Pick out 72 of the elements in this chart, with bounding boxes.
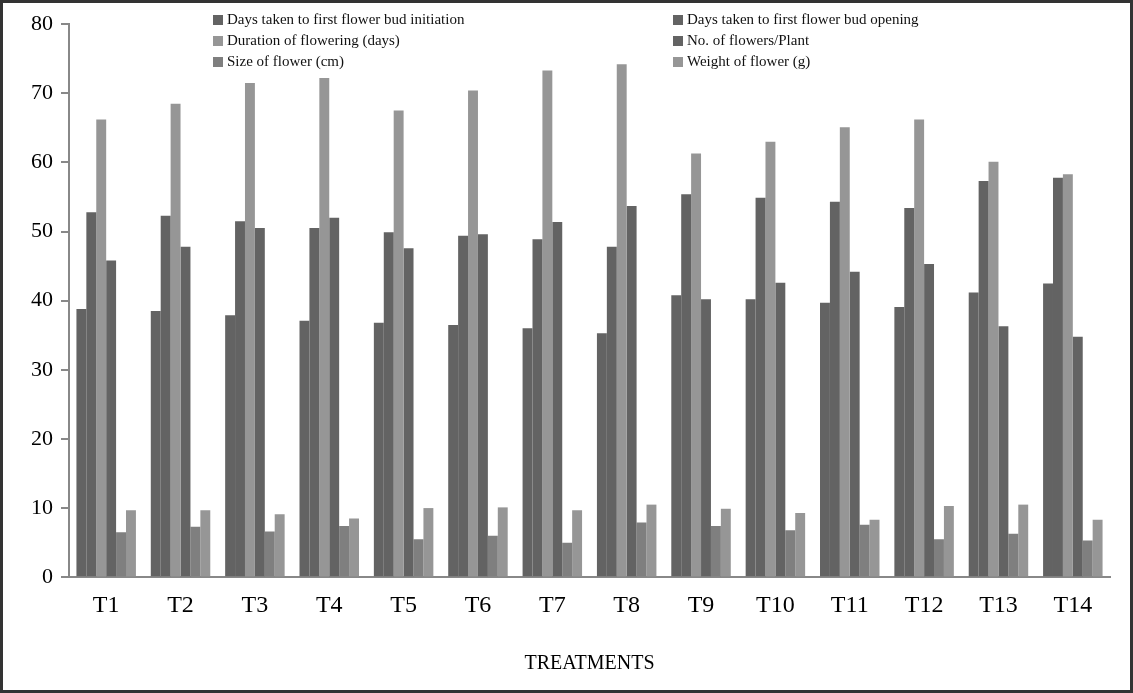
bar xyxy=(924,264,935,577)
bar xyxy=(720,508,731,577)
x-tick-label: T1 xyxy=(92,590,120,617)
bar xyxy=(616,64,627,577)
y-tick-label: 0 xyxy=(42,562,53,588)
x-tick-label: T6 xyxy=(464,590,492,617)
x-tick-label: T4 xyxy=(315,590,343,617)
legend-label: Size of flower (cm) xyxy=(227,53,345,70)
x-tick-label: T12 xyxy=(904,590,944,617)
bar xyxy=(1018,504,1029,577)
y-tick-label: 60 xyxy=(31,148,53,174)
bar xyxy=(200,510,211,577)
legend-label: Days taken to first flower bud initiation xyxy=(227,11,465,28)
legend-label: No. of flowers/Plant xyxy=(687,32,810,49)
bar xyxy=(274,514,285,577)
bar xyxy=(126,510,136,577)
legend-label: Duration of flowering (days) xyxy=(227,32,400,49)
bar xyxy=(497,507,508,577)
bar xyxy=(1072,336,1083,577)
bar xyxy=(477,234,488,577)
bar xyxy=(349,518,359,577)
bar xyxy=(393,110,404,577)
y-tick-label: 10 xyxy=(31,493,53,519)
bar xyxy=(403,248,414,577)
y-tick-label: 80 xyxy=(31,9,53,35)
bar xyxy=(423,508,434,577)
bar xyxy=(468,90,478,577)
bar xyxy=(765,141,776,577)
x-axis-title: TREATMENTS xyxy=(524,651,655,674)
x-tick-label: T10 xyxy=(756,590,795,617)
x-tick-label: T11 xyxy=(830,590,869,617)
bar xyxy=(170,103,181,577)
bar xyxy=(998,326,1009,577)
y-tick-label: 30 xyxy=(31,355,53,381)
bar xyxy=(701,299,711,577)
y-tick-label: 40 xyxy=(31,286,53,312)
bar xyxy=(572,510,583,577)
bar xyxy=(244,82,255,577)
x-tick-label: T2 xyxy=(167,590,194,617)
bar xyxy=(542,70,553,577)
x-tick-label: T3 xyxy=(241,590,269,617)
bar xyxy=(943,506,954,577)
x-tick-label: T5 xyxy=(390,590,417,617)
bar xyxy=(106,260,117,577)
x-tick-label: T9 xyxy=(687,590,715,617)
bar xyxy=(626,206,637,577)
bar xyxy=(254,228,265,577)
bar xyxy=(1092,519,1103,577)
legend-label: Weight of flower (g) xyxy=(687,53,811,70)
bar xyxy=(1062,174,1073,577)
bar xyxy=(552,221,563,577)
bar xyxy=(180,246,191,577)
y-tick-label: 20 xyxy=(31,424,53,450)
bar xyxy=(914,119,925,577)
x-tick-label: T13 xyxy=(979,590,1018,617)
y-tick-label: 70 xyxy=(31,79,53,105)
bar xyxy=(988,161,999,577)
y-tick-label: 50 xyxy=(31,217,53,243)
bar xyxy=(839,127,850,577)
bar xyxy=(849,271,860,577)
x-tick-label: T8 xyxy=(613,590,641,617)
bar xyxy=(96,119,107,577)
bar xyxy=(691,153,702,577)
bar xyxy=(319,78,330,577)
bar xyxy=(646,504,657,577)
bar xyxy=(869,519,880,577)
bar xyxy=(329,217,340,577)
x-tick-label: T14 xyxy=(1053,590,1093,617)
x-tick-label: T7 xyxy=(538,590,566,617)
bar xyxy=(775,282,786,577)
legend-label: Days taken to first flower bud opening xyxy=(687,11,919,28)
bar xyxy=(795,512,806,577)
